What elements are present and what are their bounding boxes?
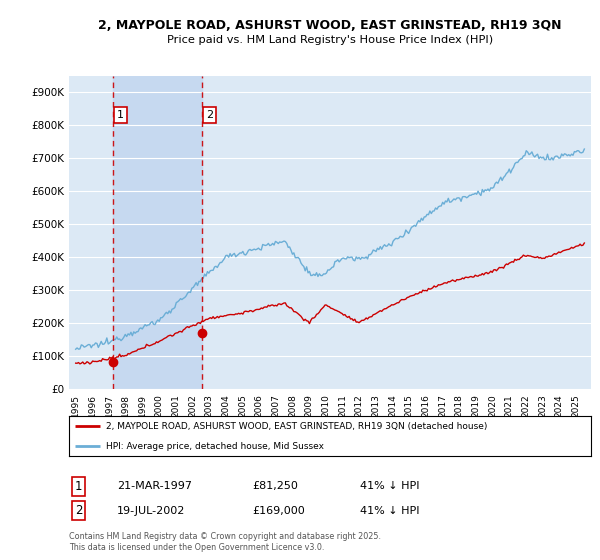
Bar xyxy=(113,76,202,389)
Text: £81,250: £81,250 xyxy=(252,481,298,491)
Text: 2: 2 xyxy=(206,110,213,120)
Text: 2, MAYPOLE ROAD, ASHURST WOOD, EAST GRINSTEAD, RH19 3QN: 2, MAYPOLE ROAD, ASHURST WOOD, EAST GRIN… xyxy=(98,18,562,32)
Text: 2: 2 xyxy=(75,504,83,517)
Text: Price paid vs. HM Land Registry's House Price Index (HPI): Price paid vs. HM Land Registry's House … xyxy=(167,35,493,45)
Text: 19-JUL-2002: 19-JUL-2002 xyxy=(117,506,185,516)
Text: 2, MAYPOLE ROAD, ASHURST WOOD, EAST GRINSTEAD, RH19 3QN (detached house): 2, MAYPOLE ROAD, ASHURST WOOD, EAST GRIN… xyxy=(106,422,487,431)
Text: 41% ↓ HPI: 41% ↓ HPI xyxy=(360,481,419,491)
Text: 1: 1 xyxy=(75,479,83,493)
Text: 41% ↓ HPI: 41% ↓ HPI xyxy=(360,506,419,516)
Text: 1: 1 xyxy=(117,110,124,120)
Text: 21-MAR-1997: 21-MAR-1997 xyxy=(117,481,192,491)
Text: £169,000: £169,000 xyxy=(252,506,305,516)
Text: Contains HM Land Registry data © Crown copyright and database right 2025.
This d: Contains HM Land Registry data © Crown c… xyxy=(69,532,381,552)
Text: HPI: Average price, detached house, Mid Sussex: HPI: Average price, detached house, Mid … xyxy=(106,442,323,451)
